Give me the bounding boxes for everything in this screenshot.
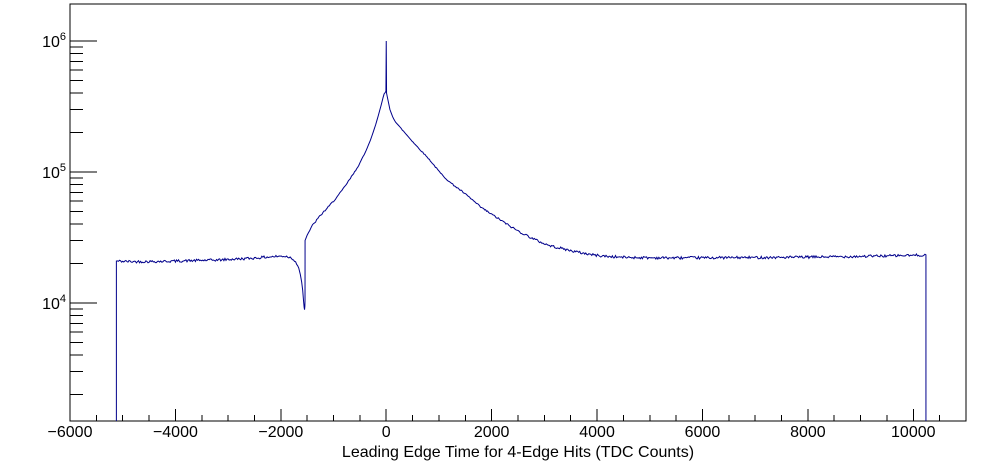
x-tick-label: 2000 [474, 424, 510, 441]
x-axis-ticks [69, 409, 967, 421]
histogram-curve [115, 40, 927, 421]
x-axis-tick-labels: −6000 −4000 −2000 0 2000 4000 6000 8000 10000 [48, 424, 936, 441]
x-tick-label: 6000 [685, 424, 721, 441]
x-tick-label: 4000 [579, 424, 615, 441]
y-axis-tick-labels: 104 105 106 [42, 31, 66, 313]
x-tick-label: 10000 [891, 424, 936, 441]
y-tick-label: 104 [42, 293, 66, 313]
x-tick-label: −2000 [258, 424, 303, 441]
x-tick-label: −4000 [153, 424, 198, 441]
plot-frame [69, 3, 967, 422]
x-tick-label: −6000 [48, 424, 93, 441]
y-tick-label: 106 [42, 31, 66, 51]
y-axis-ticks [70, 40, 97, 396]
x-tick-label: 0 [382, 424, 391, 441]
y-tick-label: 105 [42, 162, 66, 182]
x-tick-label: 8000 [790, 424, 826, 441]
x-axis-title: Leading Edge Time for 4-Edge Hits (TDC C… [342, 444, 694, 461]
